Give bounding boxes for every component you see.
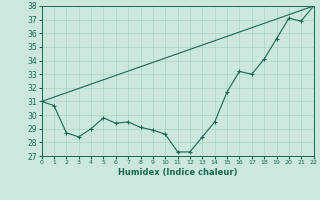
- X-axis label: Humidex (Indice chaleur): Humidex (Indice chaleur): [118, 168, 237, 177]
